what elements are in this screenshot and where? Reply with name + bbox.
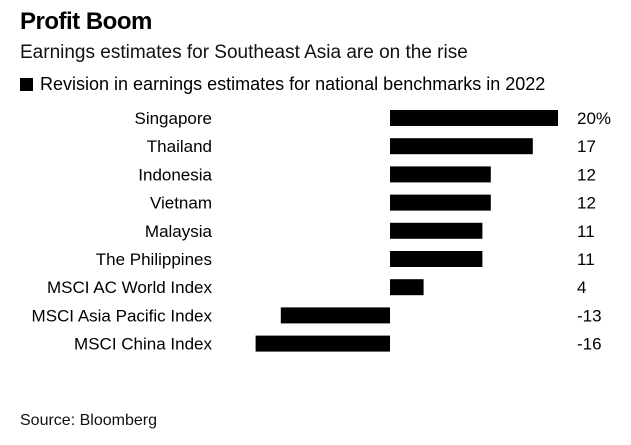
bar <box>390 251 483 267</box>
category-label: The Philippines <box>96 250 212 269</box>
value-label: 12 <box>577 194 596 213</box>
category-label: Thailand <box>147 137 212 156</box>
legend: Revision in earnings estimates for natio… <box>20 74 545 95</box>
value-label: 20% <box>577 109 611 128</box>
value-label: -16 <box>577 335 602 354</box>
legend-label: Revision in earnings estimates for natio… <box>40 74 546 94</box>
legend-swatch <box>20 78 33 91</box>
bar <box>390 110 558 126</box>
chart-title: Profit Boom <box>20 8 152 35</box>
bar <box>255 335 390 352</box>
bar <box>280 307 390 324</box>
category-label: Malaysia <box>145 222 213 241</box>
value-label: 12 <box>577 165 596 184</box>
category-label: Indonesia <box>138 165 212 184</box>
category-label: Vietnam <box>150 194 212 213</box>
category-label: MSCI China Index <box>74 335 212 354</box>
category-label: MSCI AC World Index <box>47 278 213 297</box>
bar <box>390 138 533 155</box>
value-label: 11 <box>577 250 595 269</box>
value-label: 4 <box>577 278 586 297</box>
chart-subtitle: Earnings estimates for Southeast Asia ar… <box>20 42 468 63</box>
bar <box>390 194 491 211</box>
source-note: Source: Bloomberg <box>20 412 157 429</box>
category-label: MSCI Asia Pacific Index <box>32 306 213 325</box>
bar <box>390 222 483 239</box>
category-label: Singapore <box>134 109 212 128</box>
bar <box>390 166 491 183</box>
value-label: 11 <box>577 222 595 241</box>
value-label: -13 <box>577 306 602 325</box>
bar <box>390 279 424 296</box>
value-label: 17 <box>577 137 596 156</box>
